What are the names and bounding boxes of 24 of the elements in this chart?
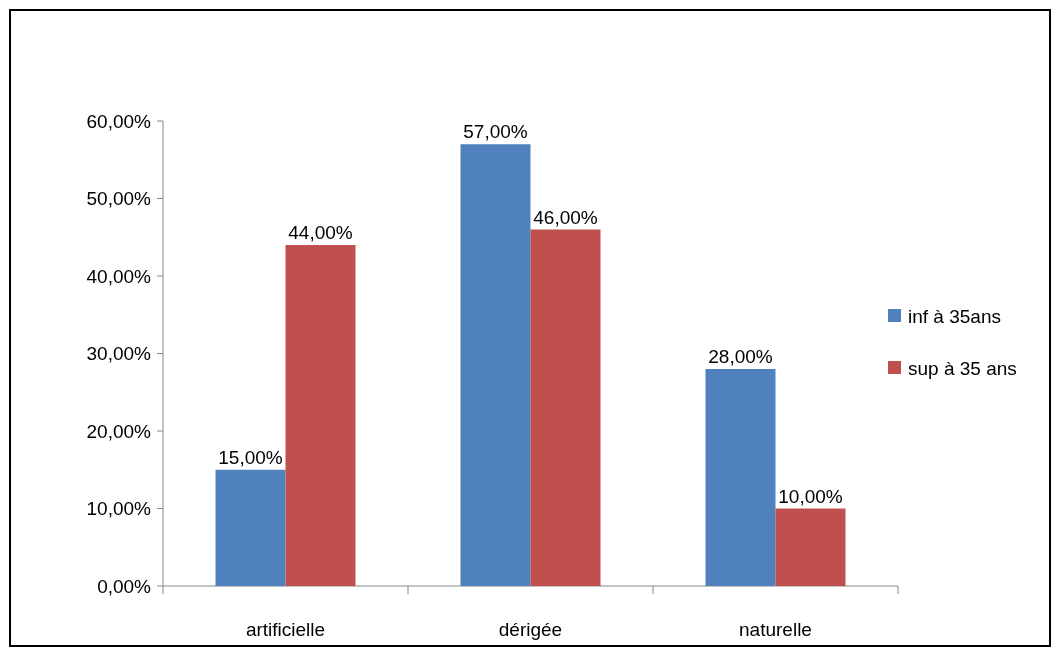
data-label: 46,00% (533, 206, 598, 228)
y-tick-label: 0,00% (97, 575, 152, 597)
legend-label: sup à 35 ans (908, 357, 1017, 379)
x-tick-label: naturelle (739, 619, 812, 640)
data-label: 15,00% (218, 446, 283, 468)
x-tick-label: dérigée (498, 619, 563, 640)
bar (460, 144, 531, 586)
y-tick-label: 50,00% (86, 188, 152, 210)
y-tick-label: 10,00% (86, 498, 152, 520)
data-label: 44,00% (288, 222, 353, 243)
data-label: 57,00% (463, 121, 528, 143)
y-tick-label: 40,00% (86, 265, 152, 287)
bar (530, 229, 601, 586)
bar (215, 469, 286, 586)
x-tick-label: artificielle (245, 619, 326, 640)
y-tick-label: 60,00% (86, 110, 152, 132)
bar (285, 245, 356, 586)
y-tick-label: 20,00% (86, 420, 152, 442)
data-label: 10,00% (778, 485, 843, 507)
bar (775, 508, 846, 586)
bar (705, 369, 776, 586)
data-label: 28,00% (708, 346, 773, 367)
y-tick-label: 30,00% (86, 343, 152, 365)
legend-label: inf à 35ans (908, 305, 1001, 327)
